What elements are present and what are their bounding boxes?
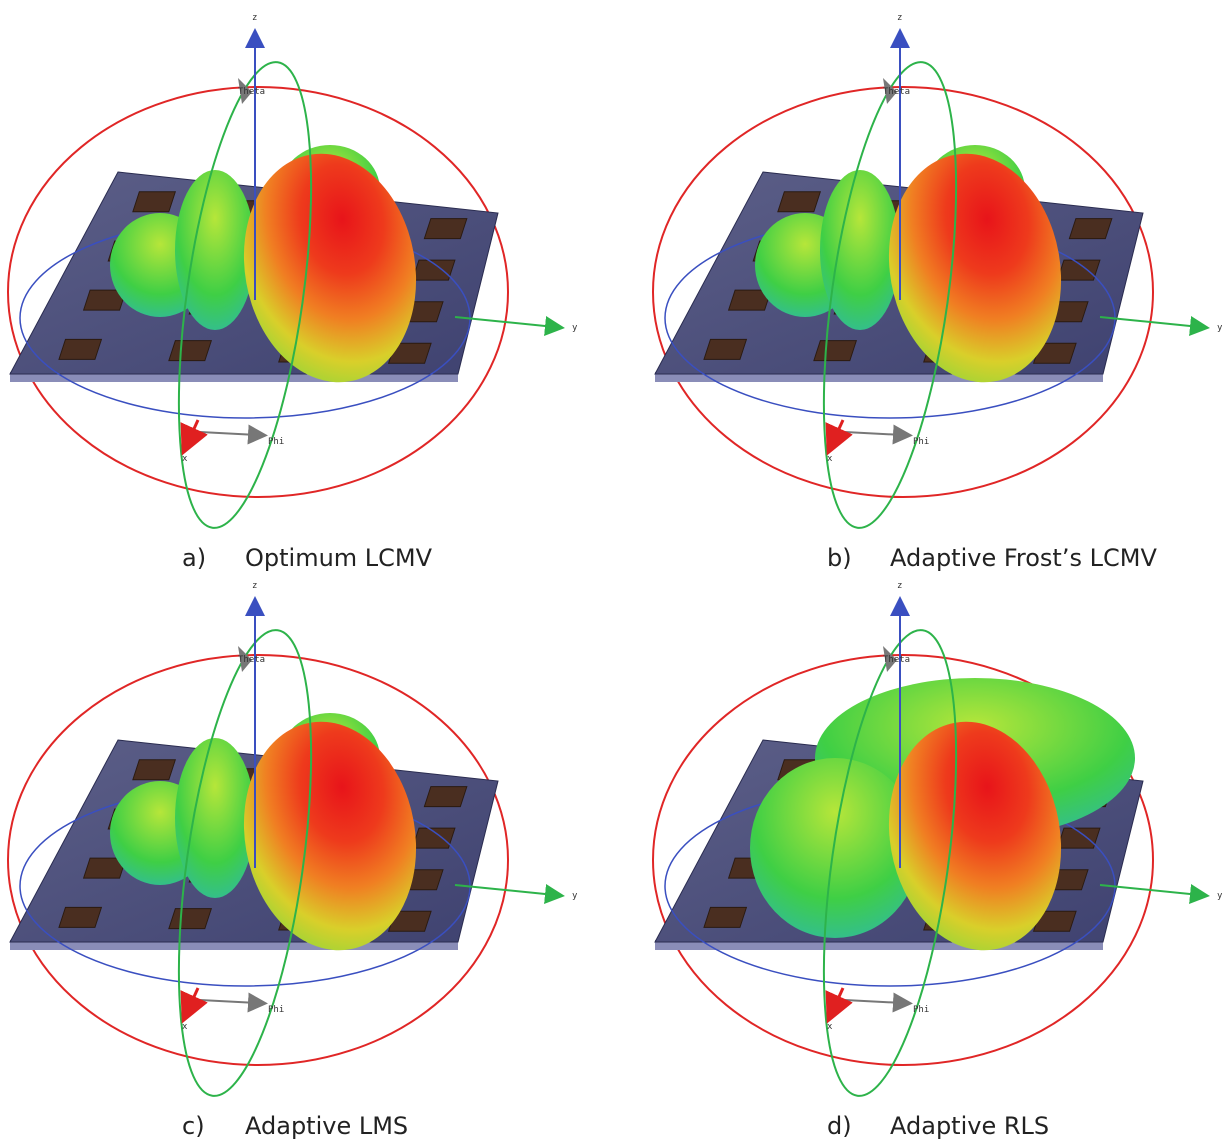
patch	[703, 906, 748, 928]
patch	[132, 191, 176, 213]
phi-arrow	[199, 424, 268, 445]
pattern-panel: z y x Theta Phi d) Adaptive RLS	[652, 581, 1223, 1140]
theta-arrow	[883, 646, 897, 672]
theta-ring	[7, 654, 509, 1066]
main-lobe	[888, 153, 1062, 383]
panel-label: a)	[182, 544, 206, 572]
axis-label: Theta	[883, 87, 910, 97]
side-lobe	[175, 738, 255, 898]
theta-arrow	[883, 78, 897, 104]
theta-ring	[652, 86, 1154, 498]
x-axis	[180, 419, 208, 456]
phi-arrow	[199, 992, 268, 1013]
patch	[703, 338, 748, 360]
side-lobe	[820, 170, 900, 330]
axis-label: y	[572, 891, 578, 901]
axis-label: Theta	[883, 655, 910, 665]
axis-label: Phi	[913, 1005, 929, 1015]
meridian-ring	[822, 629, 958, 1097]
meridian-ring	[177, 629, 313, 1097]
patch	[168, 340, 213, 362]
panel-label: c)	[182, 1112, 205, 1140]
y-axis	[1099, 316, 1210, 336]
panel-caption: Optimum LCMV	[245, 544, 433, 572]
patch	[82, 857, 127, 879]
patch	[423, 786, 468, 808]
axis-label: x	[182, 1022, 188, 1032]
panel-caption: Adaptive Frost’s LCMV	[890, 544, 1157, 572]
patch	[813, 340, 858, 362]
patch	[58, 338, 103, 360]
phi-arrow	[844, 992, 913, 1013]
patch	[82, 289, 127, 311]
axis-label: x	[182, 454, 188, 464]
patch	[1068, 218, 1113, 240]
main-lobe	[243, 153, 417, 383]
x-axis	[825, 419, 853, 456]
theta-ring	[7, 86, 509, 498]
y-axis	[454, 884, 565, 904]
patch	[132, 759, 176, 781]
y-axis	[454, 316, 565, 336]
axis-label: Phi	[913, 437, 929, 447]
theta-ring	[652, 654, 1154, 1066]
meridian-ring	[822, 61, 958, 529]
axis-label: Theta	[238, 87, 265, 97]
axis-label: Phi	[268, 1005, 284, 1015]
pattern-panel: z y x Theta Phi c) Adaptive LMS	[7, 581, 578, 1140]
axis-label: z	[897, 13, 902, 23]
axis-label: z	[252, 13, 257, 23]
axis-label: Theta	[238, 655, 265, 665]
axis-label: y	[1217, 891, 1223, 901]
axis-label: Phi	[268, 437, 284, 447]
patch	[168, 908, 213, 930]
axis-label: z	[897, 581, 902, 591]
theta-arrow	[238, 646, 252, 672]
patch	[58, 906, 103, 928]
axis-label: x	[827, 1022, 833, 1032]
main-lobe	[243, 721, 417, 951]
panel-label: b)	[827, 544, 852, 572]
phi-arrow	[844, 424, 913, 445]
y-axis	[1099, 884, 1210, 904]
meridian-ring	[177, 61, 313, 529]
axis-label: y	[1217, 323, 1223, 333]
x-axis	[180, 987, 208, 1024]
panel-caption: Adaptive RLS	[890, 1112, 1049, 1140]
patch	[777, 191, 821, 213]
axis-label: z	[252, 581, 257, 591]
theta-arrow	[238, 78, 252, 104]
panel-label: d)	[827, 1112, 852, 1140]
pattern-panel: z y x Theta Phi b) Adaptive Frost’s LCMV	[652, 13, 1223, 572]
main-lobe	[888, 721, 1062, 951]
patch	[423, 218, 468, 240]
patch	[727, 289, 772, 311]
pattern-panel: z y x Theta Phi a) Optimum LCMV	[7, 13, 578, 572]
side-lobe	[175, 170, 255, 330]
x-axis	[825, 987, 853, 1024]
panel-caption: Adaptive LMS	[245, 1112, 408, 1140]
axis-label: x	[827, 454, 833, 464]
side-lobe	[750, 758, 920, 938]
axis-label: y	[572, 323, 578, 333]
